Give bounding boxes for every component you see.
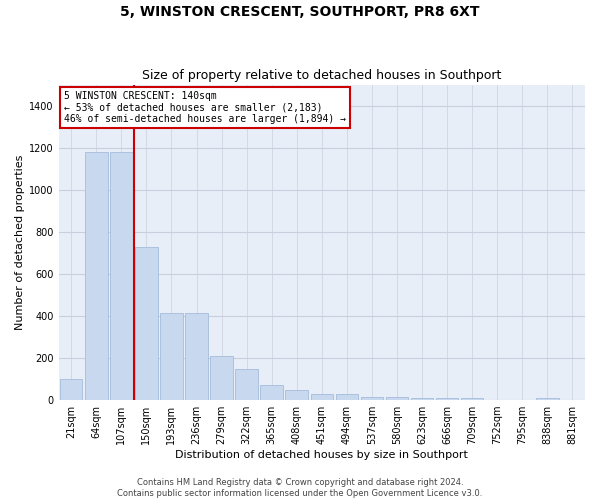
Bar xyxy=(235,368,258,400)
Y-axis label: Number of detached properties: Number of detached properties xyxy=(15,154,25,330)
Bar xyxy=(361,396,383,400)
Bar xyxy=(160,313,183,400)
Bar xyxy=(110,152,133,400)
X-axis label: Distribution of detached houses by size in Southport: Distribution of detached houses by size … xyxy=(175,450,468,460)
Bar xyxy=(436,398,458,400)
Bar xyxy=(411,398,433,400)
Bar xyxy=(386,397,408,400)
Text: Contains HM Land Registry data © Crown copyright and database right 2024.
Contai: Contains HM Land Registry data © Crown c… xyxy=(118,478,482,498)
Bar xyxy=(210,356,233,400)
Text: 5, WINSTON CRESCENT, SOUTHPORT, PR8 6XT: 5, WINSTON CRESCENT, SOUTHPORT, PR8 6XT xyxy=(120,5,480,19)
Bar xyxy=(311,394,333,400)
Bar xyxy=(461,398,484,400)
Text: 5 WINSTON CRESCENT: 140sqm
← 53% of detached houses are smaller (2,183)
46% of s: 5 WINSTON CRESCENT: 140sqm ← 53% of deta… xyxy=(64,91,346,124)
Bar xyxy=(85,152,107,400)
Title: Size of property relative to detached houses in Southport: Size of property relative to detached ho… xyxy=(142,69,502,82)
Bar xyxy=(185,313,208,400)
Bar xyxy=(335,394,358,400)
Bar xyxy=(135,246,158,400)
Bar xyxy=(536,398,559,400)
Bar xyxy=(286,390,308,400)
Bar xyxy=(60,379,82,400)
Bar xyxy=(260,386,283,400)
